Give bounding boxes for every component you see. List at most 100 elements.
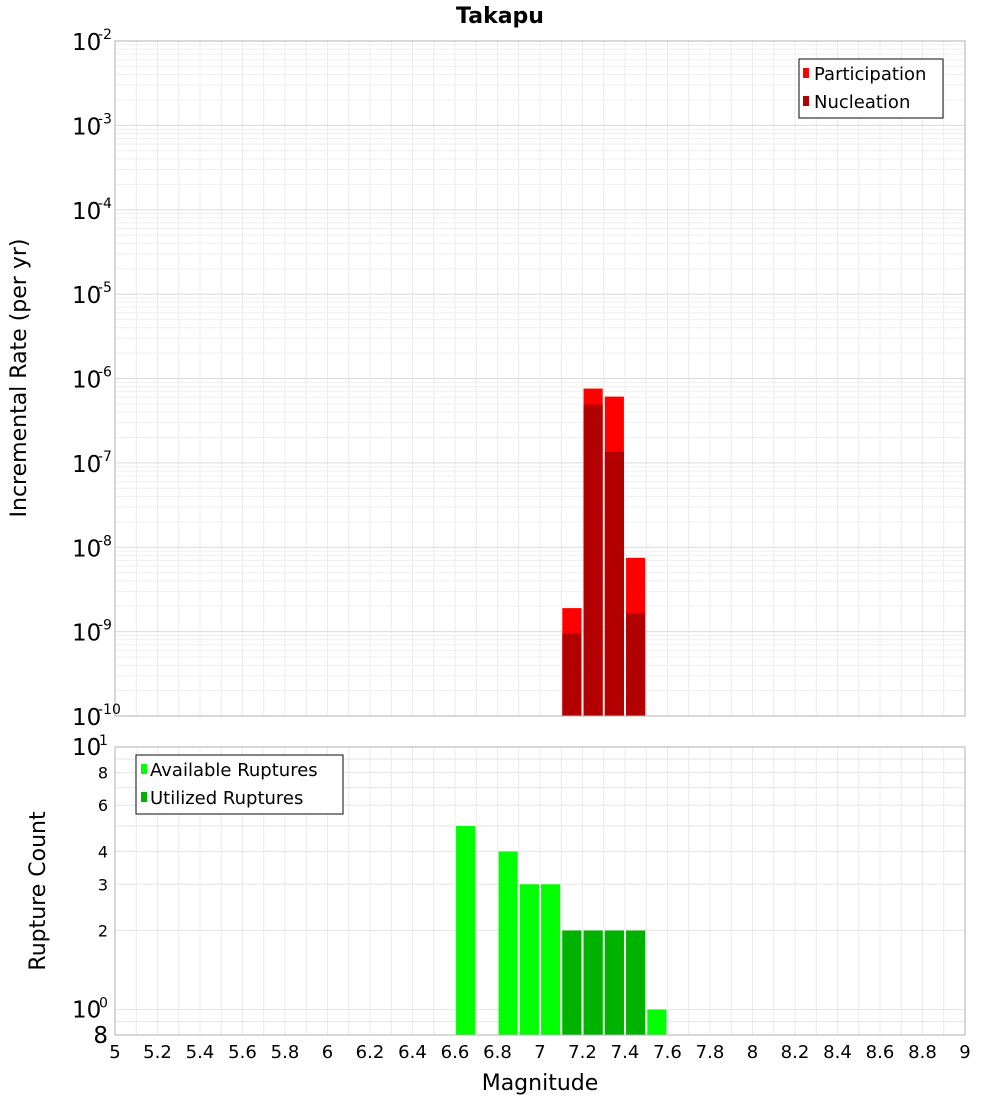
tick-base: 10 — [72, 30, 101, 56]
utilized-ruptures-legend-swatch — [141, 792, 147, 802]
x-tick-label: 5.8 — [271, 1042, 300, 1063]
x-tick-label: 5.4 — [186, 1042, 215, 1063]
tick-exponent: -7 — [98, 449, 112, 465]
count-utilized-ruptures-bar — [583, 930, 603, 1035]
count-available-ruptures-bar — [647, 1009, 667, 1035]
x-tick-labels: 5 5.2 5.4 5.6 5.8 6 6.2 6.4 6.6 6.8 7 7.2 7.4 7.6 7.8 8… — [109, 1042, 970, 1063]
x-axis-label: Magnitude — [482, 1071, 599, 1096]
x-tick-label: 8.8 — [908, 1042, 937, 1063]
rate-nucleation-bar — [626, 613, 646, 716]
bottom-y-minor-tick-label: 8 — [93, 1023, 108, 1049]
incremental-rate-panel: Takapu 10-210-310-410-510-610-710-810-91… — [7, 4, 966, 731]
top-y-tick-label: 10-10 — [72, 702, 121, 731]
bottom-legend-box — [135, 754, 344, 815]
tick-exponent: -5 — [98, 280, 112, 296]
bottom-plot-border — [114, 746, 966, 1036]
x-tick-label: 8 — [747, 1042, 758, 1063]
top-y-tick-label: 10-7 — [72, 449, 112, 478]
bottom-y-tick-label: 101 — [72, 733, 108, 761]
participation-legend-swatch — [803, 68, 809, 78]
x-tick-label: 6.6 — [441, 1042, 470, 1063]
bottom-y-axis-label: Rupture Count — [26, 811, 51, 971]
count-available-ruptures-bar — [541, 884, 561, 1035]
x-tick-label: 7 — [534, 1042, 545, 1063]
chart-title: Takapu — [456, 4, 544, 29]
x-tick-label: 5.2 — [143, 1042, 172, 1063]
nucleation-legend-label: Nucleation — [814, 92, 910, 113]
count-utilized-ruptures-bar — [604, 930, 624, 1035]
available-ruptures-legend-label: Available Ruptures — [150, 760, 318, 781]
tick-exponent: -4 — [98, 196, 112, 212]
x-tick-label: 7.4 — [611, 1042, 640, 1063]
nucleation-legend-swatch — [803, 96, 809, 106]
x-tick-label: 6 — [322, 1042, 333, 1063]
bottom-y-minor-tick-label: 6 — [98, 796, 108, 815]
tick-exponent: -3 — [98, 111, 112, 127]
rate-nucleation-bar — [583, 404, 603, 716]
top-y-tick-label: 10-5 — [72, 280, 112, 309]
x-tick-label: 6.4 — [398, 1042, 427, 1063]
tick-exponent: -6 — [98, 365, 112, 381]
bottom-gridlines — [115, 747, 966, 1035]
x-tick-label: 9 — [959, 1042, 970, 1063]
tick-exponent: 1 — [99, 733, 108, 749]
x-tick-label: 6.2 — [356, 1042, 385, 1063]
tick-base: 10 — [72, 114, 101, 140]
tick-base: 10 — [72, 735, 101, 761]
top-y-tick-label: 10-2 — [72, 27, 112, 56]
top-y-tick-labels: 10-210-310-410-510-610-710-810-910-10 — [72, 27, 121, 731]
bottom-bars — [456, 826, 667, 1035]
tick-base: 10 — [72, 621, 101, 647]
top-y-tick-label: 10-9 — [72, 618, 112, 647]
count-utilized-ruptures-bar — [626, 930, 646, 1035]
bottom-y-minor-tick-label: 2 — [98, 922, 108, 941]
top-y-tick-label: 10-3 — [72, 111, 112, 140]
utilized-ruptures-legend-label: Utilized Ruptures — [150, 788, 303, 809]
tick-exponent: -2 — [98, 27, 112, 43]
participation-legend-label: Participation — [814, 64, 926, 85]
x-tick-label: 5 — [109, 1042, 120, 1063]
tick-base: 10 — [72, 283, 101, 309]
top-y-axis-label: Incremental Rate (per yr) — [7, 239, 32, 518]
rate-nucleation-bar — [562, 633, 582, 716]
tick-base: 10 — [72, 705, 101, 731]
top-legend: Participation Nucleation — [798, 58, 944, 119]
available-ruptures-legend-swatch — [141, 764, 147, 774]
bottom-y-minor-tick-label: 8 — [98, 763, 108, 782]
x-tick-label: 8.2 — [781, 1042, 810, 1063]
tick-exponent: 0 — [99, 996, 108, 1012]
tick-base: 10 — [72, 998, 101, 1024]
x-tick-label: 7.8 — [696, 1042, 725, 1063]
rate-nucleation-bar — [604, 451, 624, 716]
top-y-tick-label: 10-6 — [72, 365, 112, 394]
top-plot-border — [114, 40, 966, 717]
bottom-legend: Available Ruptures Utilized Ruptures — [135, 754, 344, 815]
x-tick-label: 7.2 — [568, 1042, 597, 1063]
top-y-tick-label: 10-8 — [72, 533, 112, 562]
top-bars — [562, 388, 646, 716]
x-tick-label: 8.6 — [866, 1042, 895, 1063]
bottom-y-tick-label: 100 — [72, 996, 108, 1024]
count-available-ruptures-bar — [519, 884, 539, 1035]
top-y-tick-label: 10-4 — [72, 196, 112, 225]
tick-base: 10 — [72, 199, 101, 225]
top-gridlines — [115, 41, 966, 716]
count-available-ruptures-bar — [498, 851, 518, 1035]
x-tick-label: 7.6 — [653, 1042, 682, 1063]
tick-base: 10 — [72, 368, 101, 394]
bottom-y-minor-tick-label: 3 — [98, 875, 108, 894]
count-available-ruptures-bar — [456, 826, 476, 1035]
x-tick-label: 6.8 — [483, 1042, 512, 1063]
tick-base: 10 — [72, 536, 101, 562]
count-utilized-ruptures-bar — [562, 930, 582, 1035]
tick-exponent: -10 — [98, 702, 121, 718]
top-legend-box — [798, 58, 944, 119]
tick-base: 10 — [72, 452, 101, 478]
tick-exponent: -8 — [98, 533, 112, 549]
x-tick-label: 8.4 — [823, 1042, 852, 1063]
bottom-y-minor-tick-label: 4 — [98, 842, 108, 861]
x-tick-label: 5.6 — [228, 1042, 257, 1063]
